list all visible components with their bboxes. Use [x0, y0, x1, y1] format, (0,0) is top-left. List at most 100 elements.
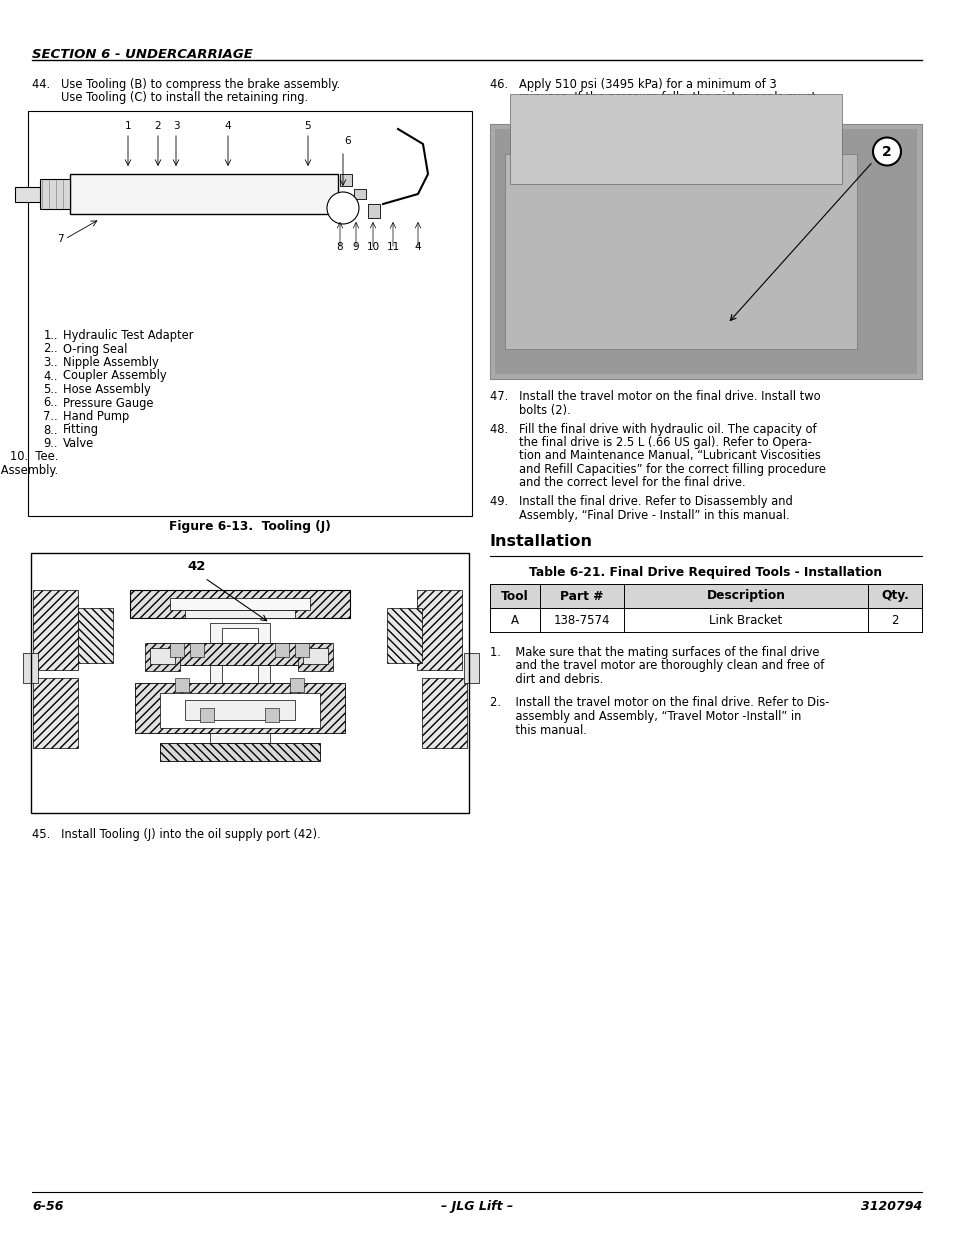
Bar: [265, 708, 278, 722]
Text: and the correct level for the final drive.: and the correct level for the final driv…: [490, 477, 745, 489]
Text: 48.   Fill the final drive with hydraulic oil. The capacity of: 48. Fill the final drive with hydraulic …: [490, 422, 816, 436]
Text: 3..: 3..: [43, 356, 58, 369]
Text: dirt and debris.: dirt and debris.: [490, 673, 602, 685]
Bar: [504, 153, 856, 348]
Bar: [510, 94, 841, 184]
Bar: [15, 186, 40, 203]
Text: 8..: 8..: [44, 424, 58, 436]
Text: 6..: 6..: [44, 396, 58, 410]
Text: 6-56: 6-56: [32, 1200, 64, 1213]
Text: 8: 8: [336, 242, 343, 252]
Text: 2.    Install the travel motor on the final drive. Refer to Dis-: 2. Install the travel motor on the final…: [490, 697, 828, 709]
Text: 9..: 9..: [44, 437, 58, 450]
Bar: [495, 128, 916, 373]
Bar: [274, 643, 289, 657]
Bar: [185, 610, 294, 618]
Text: 1.    Make sure that the mating surfaces of the final drive: 1. Make sure that the mating surfaces of…: [490, 646, 819, 659]
Text: O-ring Seal: O-ring Seal: [63, 342, 128, 356]
Text: 47.   Install the travel motor on the final drive. Install two: 47. Install the travel motor on the fina…: [490, 390, 820, 404]
Bar: [23, 653, 38, 683]
Text: 2..: 2..: [43, 342, 58, 356]
Bar: [210, 622, 270, 743]
Bar: [294, 643, 309, 657]
Text: bolts (2).: bolts (2).: [490, 404, 570, 417]
Text: this manual.: this manual.: [490, 724, 586, 736]
Bar: [190, 643, 204, 657]
Bar: [30, 553, 469, 813]
Text: Installation: Installation: [490, 534, 593, 550]
Text: Coupler Assembly: Coupler Assembly: [63, 369, 167, 383]
Text: – JLG Lift –: – JLG Lift –: [440, 1200, 513, 1213]
Text: minuses. If the pressure falls, the piston seals must: minuses. If the pressure falls, the pist…: [490, 91, 815, 105]
Text: 2: 2: [890, 614, 898, 626]
Bar: [170, 643, 184, 657]
Text: Nipple Assembly: Nipple Assembly: [63, 356, 158, 369]
Bar: [368, 204, 379, 219]
Text: Figure 6-13.  Tooling (J): Figure 6-13. Tooling (J): [169, 520, 331, 534]
Bar: [78, 608, 112, 663]
Bar: [130, 590, 350, 618]
Text: Table 6-21. Final Drive Required Tools - Installation: Table 6-21. Final Drive Required Tools -…: [529, 566, 882, 579]
Text: assembly and Assembly, “Travel Motor -Install” in: assembly and Assembly, “Travel Motor -In…: [490, 710, 801, 722]
Text: 11.  Nipple Assembly.: 11. Nipple Assembly.: [0, 464, 58, 477]
Bar: [70, 174, 337, 214]
Text: 11: 11: [386, 242, 399, 252]
Bar: [339, 174, 352, 186]
Text: 10: 10: [366, 242, 379, 252]
Text: Pressure Gauge: Pressure Gauge: [63, 396, 153, 410]
Text: 4: 4: [225, 121, 231, 131]
Text: Valve: Valve: [63, 437, 94, 450]
Text: 5..: 5..: [43, 383, 58, 396]
Text: 42: 42: [188, 559, 206, 573]
Bar: [421, 678, 467, 748]
Bar: [303, 648, 328, 664]
Bar: [222, 629, 257, 727]
Bar: [28, 111, 472, 516]
Circle shape: [872, 137, 900, 165]
Text: Link Bracket: Link Bracket: [709, 614, 781, 626]
Text: be checked.: be checked.: [490, 105, 588, 119]
Bar: [387, 608, 421, 663]
Text: SECTION 6 - UNDERCARRIAGE: SECTION 6 - UNDERCARRIAGE: [32, 48, 253, 61]
Text: tion and Maintenance Manual, “Lubricant Viscosities: tion and Maintenance Manual, “Lubricant …: [490, 450, 820, 462]
Text: 3120794: 3120794: [860, 1200, 921, 1213]
Bar: [33, 678, 78, 748]
Bar: [160, 693, 319, 727]
Text: 5: 5: [304, 121, 311, 131]
Text: 7..: 7..: [43, 410, 58, 424]
Circle shape: [327, 191, 358, 224]
Bar: [297, 643, 333, 671]
Text: Part #: Part #: [559, 589, 603, 603]
Text: Tool: Tool: [500, 589, 528, 603]
Text: A: A: [510, 614, 518, 626]
Bar: [150, 643, 330, 664]
Bar: [145, 643, 180, 671]
Text: 45.   Install Tooling (J) into the oil supply port (42).: 45. Install Tooling (J) into the oil sup…: [32, 827, 320, 841]
Bar: [416, 590, 461, 671]
Text: 1: 1: [125, 121, 132, 131]
Text: 9: 9: [353, 242, 359, 252]
Text: Fitting: Fitting: [63, 424, 99, 436]
Text: 4: 4: [415, 242, 421, 252]
Bar: [185, 700, 294, 720]
Text: Hydraulic Test Adapter: Hydraulic Test Adapter: [63, 329, 193, 342]
Text: Qty.: Qty.: [881, 589, 908, 603]
Text: 2: 2: [154, 121, 161, 131]
Bar: [174, 678, 189, 692]
Bar: [490, 124, 921, 378]
Text: Use Tooling (C) to install the retaining ring.: Use Tooling (C) to install the retaining…: [32, 91, 308, 105]
Text: 3: 3: [172, 121, 179, 131]
Bar: [354, 189, 366, 199]
Bar: [490, 584, 921, 608]
Bar: [33, 590, 78, 671]
Text: Hand Pump: Hand Pump: [63, 410, 129, 424]
Text: 2: 2: [882, 144, 891, 158]
Text: 7: 7: [56, 233, 63, 245]
Text: 138-7574: 138-7574: [553, 614, 609, 626]
Text: Description: Description: [706, 589, 784, 603]
Bar: [290, 678, 304, 692]
Text: Hose Assembly: Hose Assembly: [63, 383, 151, 396]
Text: 4..: 4..: [44, 369, 58, 383]
Text: 46.   Apply 510 psi (3495 kPa) for a minimum of 3: 46. Apply 510 psi (3495 kPa) for a minim…: [490, 78, 776, 91]
Text: and Refill Capacities” for the correct filling procedure: and Refill Capacities” for the correct f…: [490, 463, 825, 475]
